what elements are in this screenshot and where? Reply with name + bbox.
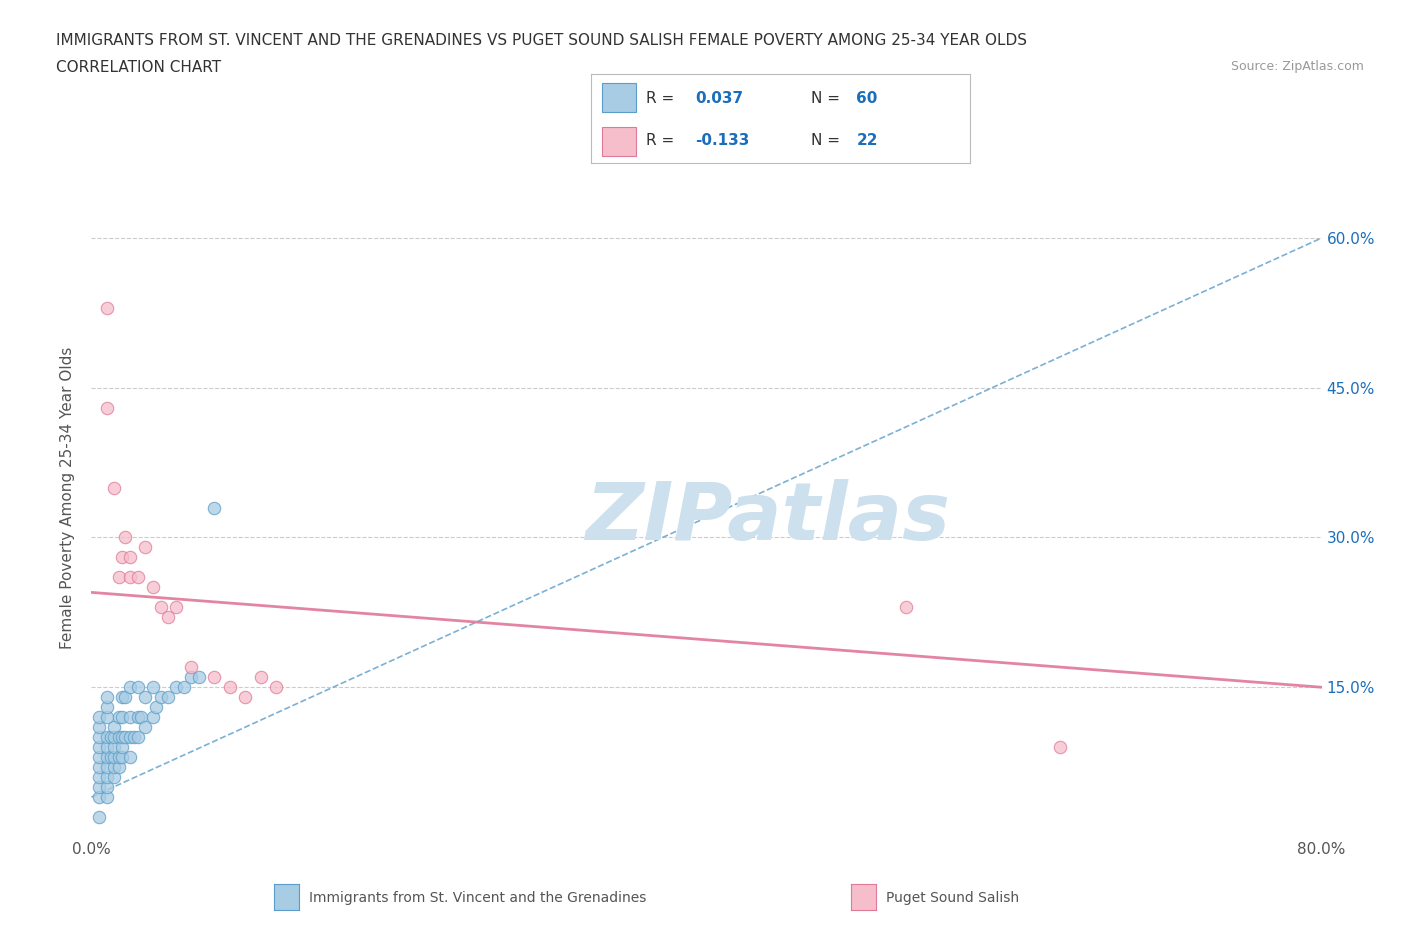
Point [114,730,136,745]
Point [118,750,141,764]
Point [129,710,152,724]
Point [145,699,167,714]
Point [134,690,156,705]
Text: 22: 22 [856,133,877,148]
Point [202,500,225,515]
Point [127,710,149,724]
Text: -0.133: -0.133 [695,133,749,148]
Point [111,550,134,565]
Point [96,710,118,724]
Point [87,770,110,785]
Point [108,730,131,745]
Point [87,710,110,724]
Point [118,570,141,585]
Point [134,540,156,555]
Point [157,610,180,625]
Bar [602,84,636,113]
Point [114,530,136,545]
Point [103,760,125,775]
Point [142,680,165,695]
Point [87,760,110,775]
Point [87,750,110,764]
Point [165,680,187,695]
Point [149,600,172,615]
Point [124,730,146,745]
Point [111,710,134,724]
Point [108,760,131,775]
Point [134,720,156,735]
Point [103,720,125,735]
Point [96,400,118,415]
Point [118,680,141,695]
Point [127,570,149,585]
Text: Immigrants from St. Vincent and the Grenadines: Immigrants from St. Vincent and the Gren… [309,891,647,906]
Point [96,690,118,705]
Point [87,790,110,804]
Text: IMMIGRANTS FROM ST. VINCENT AND THE GRENADINES VS PUGET SOUND SALISH FEMALE POVE: IMMIGRANTS FROM ST. VINCENT AND THE GREN… [56,33,1028,47]
Point [173,680,195,695]
Point [114,690,136,705]
Point [96,730,118,745]
Point [100,750,122,764]
Point [108,750,131,764]
Point [103,730,125,745]
Point [87,720,110,735]
Point [180,660,202,675]
Text: Source: ZipAtlas.com: Source: ZipAtlas.com [1230,60,1364,73]
Text: R =: R = [645,133,673,148]
Point [1049,739,1071,754]
Text: Puget Sound Salish: Puget Sound Salish [886,891,1019,906]
Text: 60: 60 [856,91,877,106]
Point [249,670,271,684]
Y-axis label: Female Poverty Among 25-34 Year Olds: Female Poverty Among 25-34 Year Olds [60,346,76,649]
Point [180,670,202,684]
Text: R =: R = [645,91,673,106]
Point [96,699,118,714]
Point [127,730,149,745]
Point [96,739,118,754]
Point [149,690,172,705]
Point [96,790,118,804]
Text: N =: N = [811,133,839,148]
Point [264,680,287,695]
Point [157,690,180,705]
Point [202,670,225,684]
Point [96,300,118,315]
Text: N =: N = [811,91,839,106]
Point [103,739,125,754]
Point [142,580,165,595]
Point [96,750,118,764]
Point [108,570,131,585]
Point [118,710,141,724]
Text: CORRELATION CHART: CORRELATION CHART [56,60,221,75]
Point [103,770,125,785]
Point [142,710,165,724]
Point [87,739,110,754]
Point [233,690,256,705]
Text: ZIPatlas: ZIPatlas [585,479,950,557]
Point [165,600,187,615]
Point [127,680,149,695]
Point [118,730,141,745]
Point [111,739,134,754]
Point [218,680,240,695]
Point [96,779,118,794]
Point [111,690,134,705]
Point [111,750,134,764]
Point [188,670,211,684]
Point [111,730,134,745]
Point [87,779,110,794]
Point [96,770,118,785]
Point [896,600,918,615]
Bar [602,126,636,155]
Point [100,730,122,745]
Point [108,710,131,724]
Point [103,750,125,764]
Point [103,480,125,495]
Point [87,730,110,745]
Point [87,810,110,825]
Text: 0.037: 0.037 [695,91,742,106]
Point [118,550,141,565]
Point [96,760,118,775]
